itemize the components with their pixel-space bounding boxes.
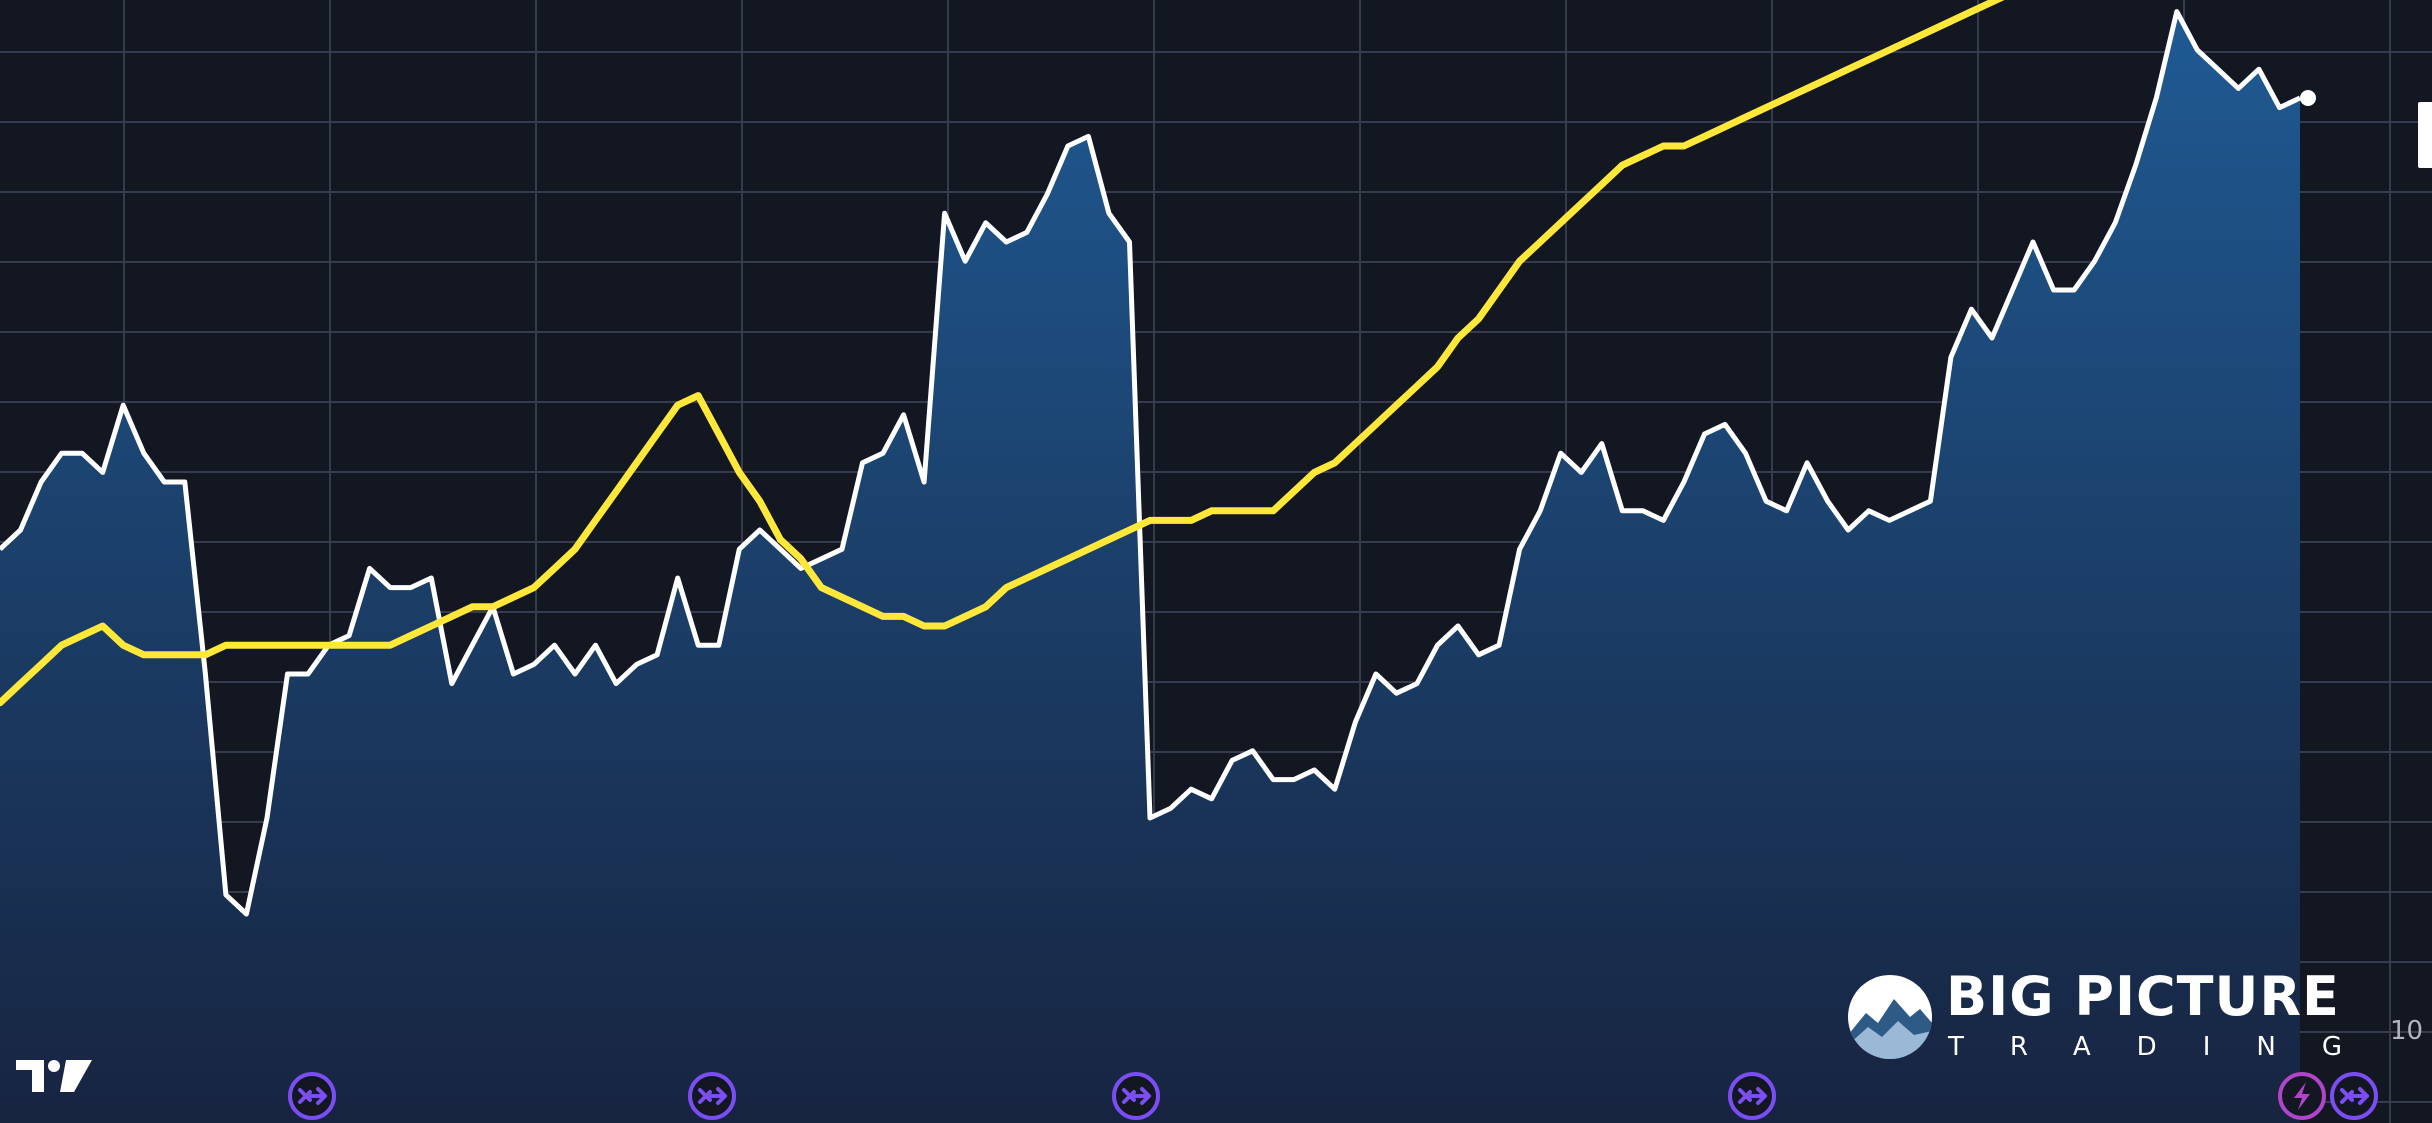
brand-subtitle: TRADING bbox=[1948, 1032, 2388, 1062]
lightning-circle-icon[interactable] bbox=[2278, 1072, 2326, 1120]
series-moving-average-line bbox=[0, 0, 2005, 707]
area-fill bbox=[0, 11, 2300, 1123]
arrow-right-circle-icon[interactable] bbox=[2330, 1072, 2378, 1120]
price-axis-tick-label: 10 bbox=[2390, 1016, 2424, 1046]
arrow-right-circle-icon[interactable] bbox=[288, 1072, 336, 1120]
arrow-right-circle-icon[interactable] bbox=[1728, 1072, 1776, 1120]
event-markers[interactable] bbox=[288, 1072, 2378, 1120]
arrow-right-circle-icon[interactable] bbox=[688, 1072, 736, 1120]
brand-mountain-icon bbox=[1848, 975, 1932, 1059]
last-price-dot[interactable] bbox=[2300, 90, 2316, 106]
brand-watermark: BIG PICTURE TRADING bbox=[1848, 970, 2342, 1070]
series-main-line bbox=[0, 9, 2302, 917]
arrow-right-circle-icon[interactable] bbox=[1112, 1072, 1160, 1120]
brand-name: BIG PICTURE bbox=[1946, 965, 2340, 1028]
price-scale-handle[interactable] bbox=[2418, 102, 2432, 168]
tradingview-logo-icon[interactable] bbox=[14, 1056, 94, 1096]
